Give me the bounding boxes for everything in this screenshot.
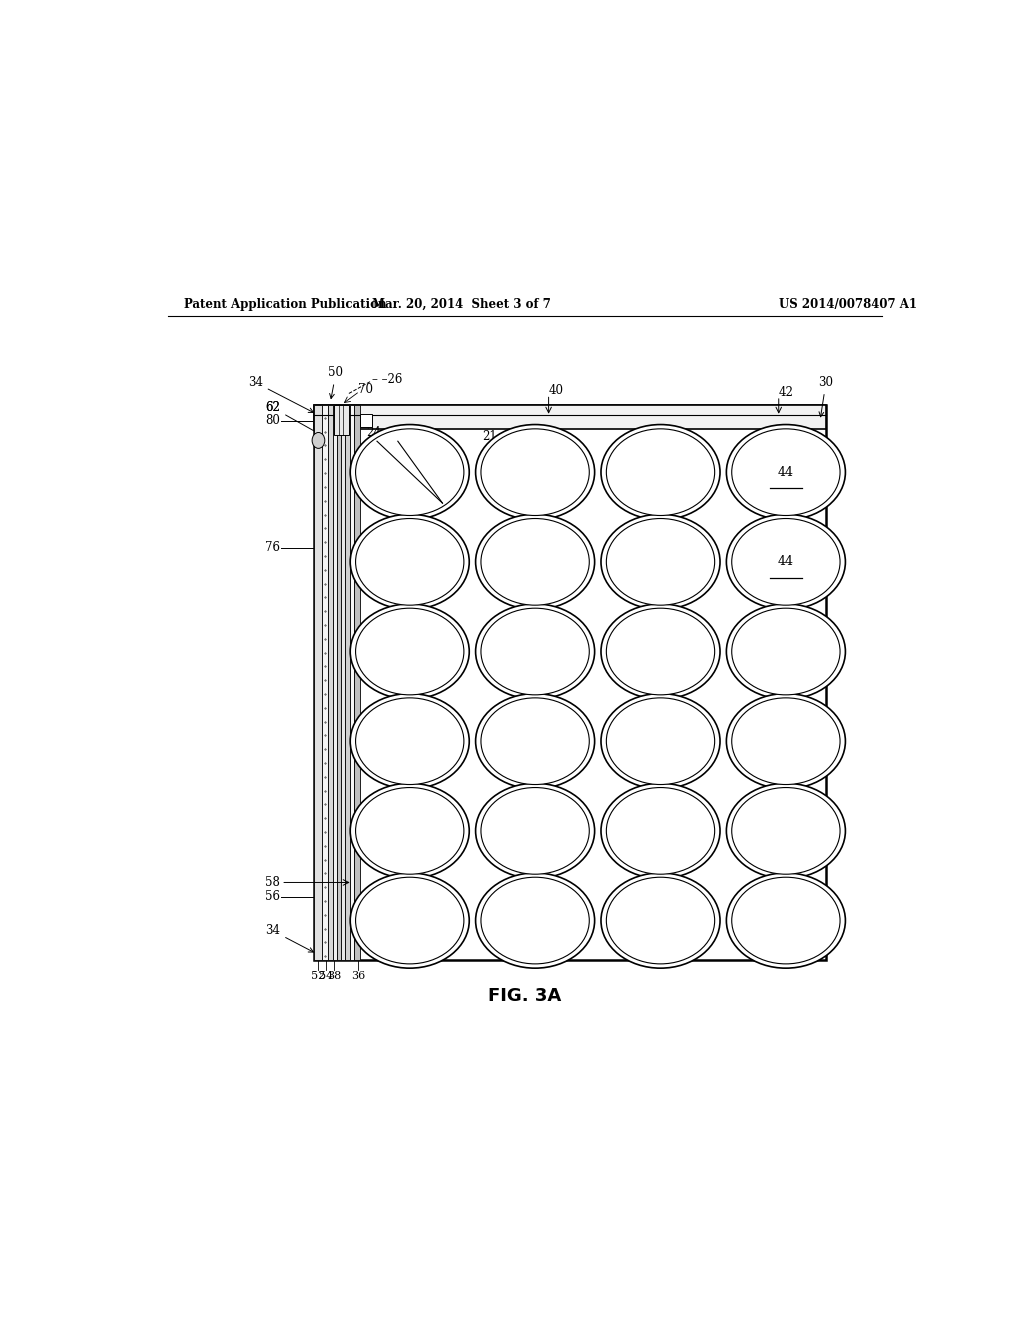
Text: 21: 21 (481, 430, 523, 447)
Ellipse shape (732, 788, 840, 874)
Ellipse shape (732, 878, 840, 964)
Text: 30: 30 (818, 376, 834, 417)
Ellipse shape (350, 515, 469, 610)
Ellipse shape (481, 609, 589, 694)
Ellipse shape (606, 519, 715, 605)
Ellipse shape (475, 515, 595, 610)
Text: FIG. 3A: FIG. 3A (488, 987, 561, 1005)
Bar (328, 405, 333, 960)
Ellipse shape (726, 515, 846, 610)
Ellipse shape (355, 609, 464, 694)
Ellipse shape (732, 698, 840, 784)
Ellipse shape (726, 693, 846, 789)
Ellipse shape (312, 433, 325, 449)
Text: 20: 20 (399, 438, 427, 474)
Text: 44: 44 (778, 466, 794, 479)
Bar (314, 405, 826, 429)
Bar (359, 414, 373, 426)
Text: 34: 34 (265, 924, 313, 952)
Ellipse shape (355, 519, 464, 605)
Ellipse shape (732, 609, 840, 694)
Bar (354, 405, 359, 960)
Text: 76: 76 (265, 541, 281, 554)
Text: 44: 44 (778, 556, 794, 569)
Text: 62: 62 (265, 401, 281, 414)
Ellipse shape (481, 429, 589, 516)
Ellipse shape (355, 429, 464, 516)
Bar (345, 405, 350, 960)
Ellipse shape (601, 425, 720, 520)
Text: 70: 70 (358, 383, 373, 396)
Ellipse shape (481, 878, 589, 964)
Ellipse shape (350, 783, 469, 879)
Ellipse shape (350, 873, 469, 968)
Ellipse shape (732, 519, 840, 605)
Ellipse shape (601, 693, 720, 789)
Bar (341, 405, 345, 960)
Text: 24: 24 (367, 426, 415, 455)
Ellipse shape (601, 783, 720, 879)
Ellipse shape (475, 783, 595, 879)
Ellipse shape (475, 693, 595, 789)
Ellipse shape (475, 425, 595, 520)
Text: 50: 50 (329, 367, 343, 399)
Bar (314, 405, 826, 960)
Ellipse shape (481, 519, 589, 605)
Text: US 2014/0078407 A1: US 2014/0078407 A1 (778, 298, 916, 312)
Bar (323, 405, 328, 960)
Ellipse shape (355, 788, 464, 874)
Ellipse shape (732, 429, 840, 516)
Text: 80: 80 (265, 414, 281, 428)
Ellipse shape (481, 788, 589, 874)
Ellipse shape (601, 873, 720, 968)
Ellipse shape (606, 609, 715, 694)
Text: 62: 62 (265, 401, 314, 432)
Text: 52: 52 (311, 972, 326, 981)
Ellipse shape (350, 605, 469, 700)
Bar (314, 405, 323, 960)
Text: 42: 42 (778, 387, 794, 400)
Ellipse shape (726, 425, 846, 520)
Ellipse shape (606, 878, 715, 964)
Text: Mar. 20, 2014  Sheet 3 of 7: Mar. 20, 2014 Sheet 3 of 7 (372, 298, 551, 312)
Bar (333, 405, 337, 960)
Ellipse shape (601, 515, 720, 610)
Text: 34: 34 (248, 376, 313, 412)
Bar (334, 405, 348, 434)
Text: 58: 58 (265, 876, 281, 888)
Ellipse shape (726, 783, 846, 879)
Ellipse shape (601, 605, 720, 700)
Bar (350, 405, 354, 960)
Text: 54: 54 (319, 972, 334, 981)
Bar (337, 405, 341, 960)
Ellipse shape (355, 878, 464, 964)
Ellipse shape (481, 698, 589, 784)
Text: 36: 36 (351, 972, 366, 981)
Text: 56: 56 (265, 890, 281, 903)
Ellipse shape (606, 788, 715, 874)
Ellipse shape (606, 429, 715, 516)
Text: – –26: – –26 (373, 372, 402, 385)
Ellipse shape (355, 698, 464, 784)
Text: 38: 38 (328, 972, 341, 981)
Ellipse shape (350, 693, 469, 789)
Ellipse shape (606, 698, 715, 784)
Ellipse shape (726, 873, 846, 968)
Ellipse shape (475, 873, 595, 968)
Text: Patent Application Publication: Patent Application Publication (183, 298, 386, 312)
Ellipse shape (726, 605, 846, 700)
Ellipse shape (350, 425, 469, 520)
Text: 40: 40 (549, 384, 563, 397)
Ellipse shape (475, 605, 595, 700)
